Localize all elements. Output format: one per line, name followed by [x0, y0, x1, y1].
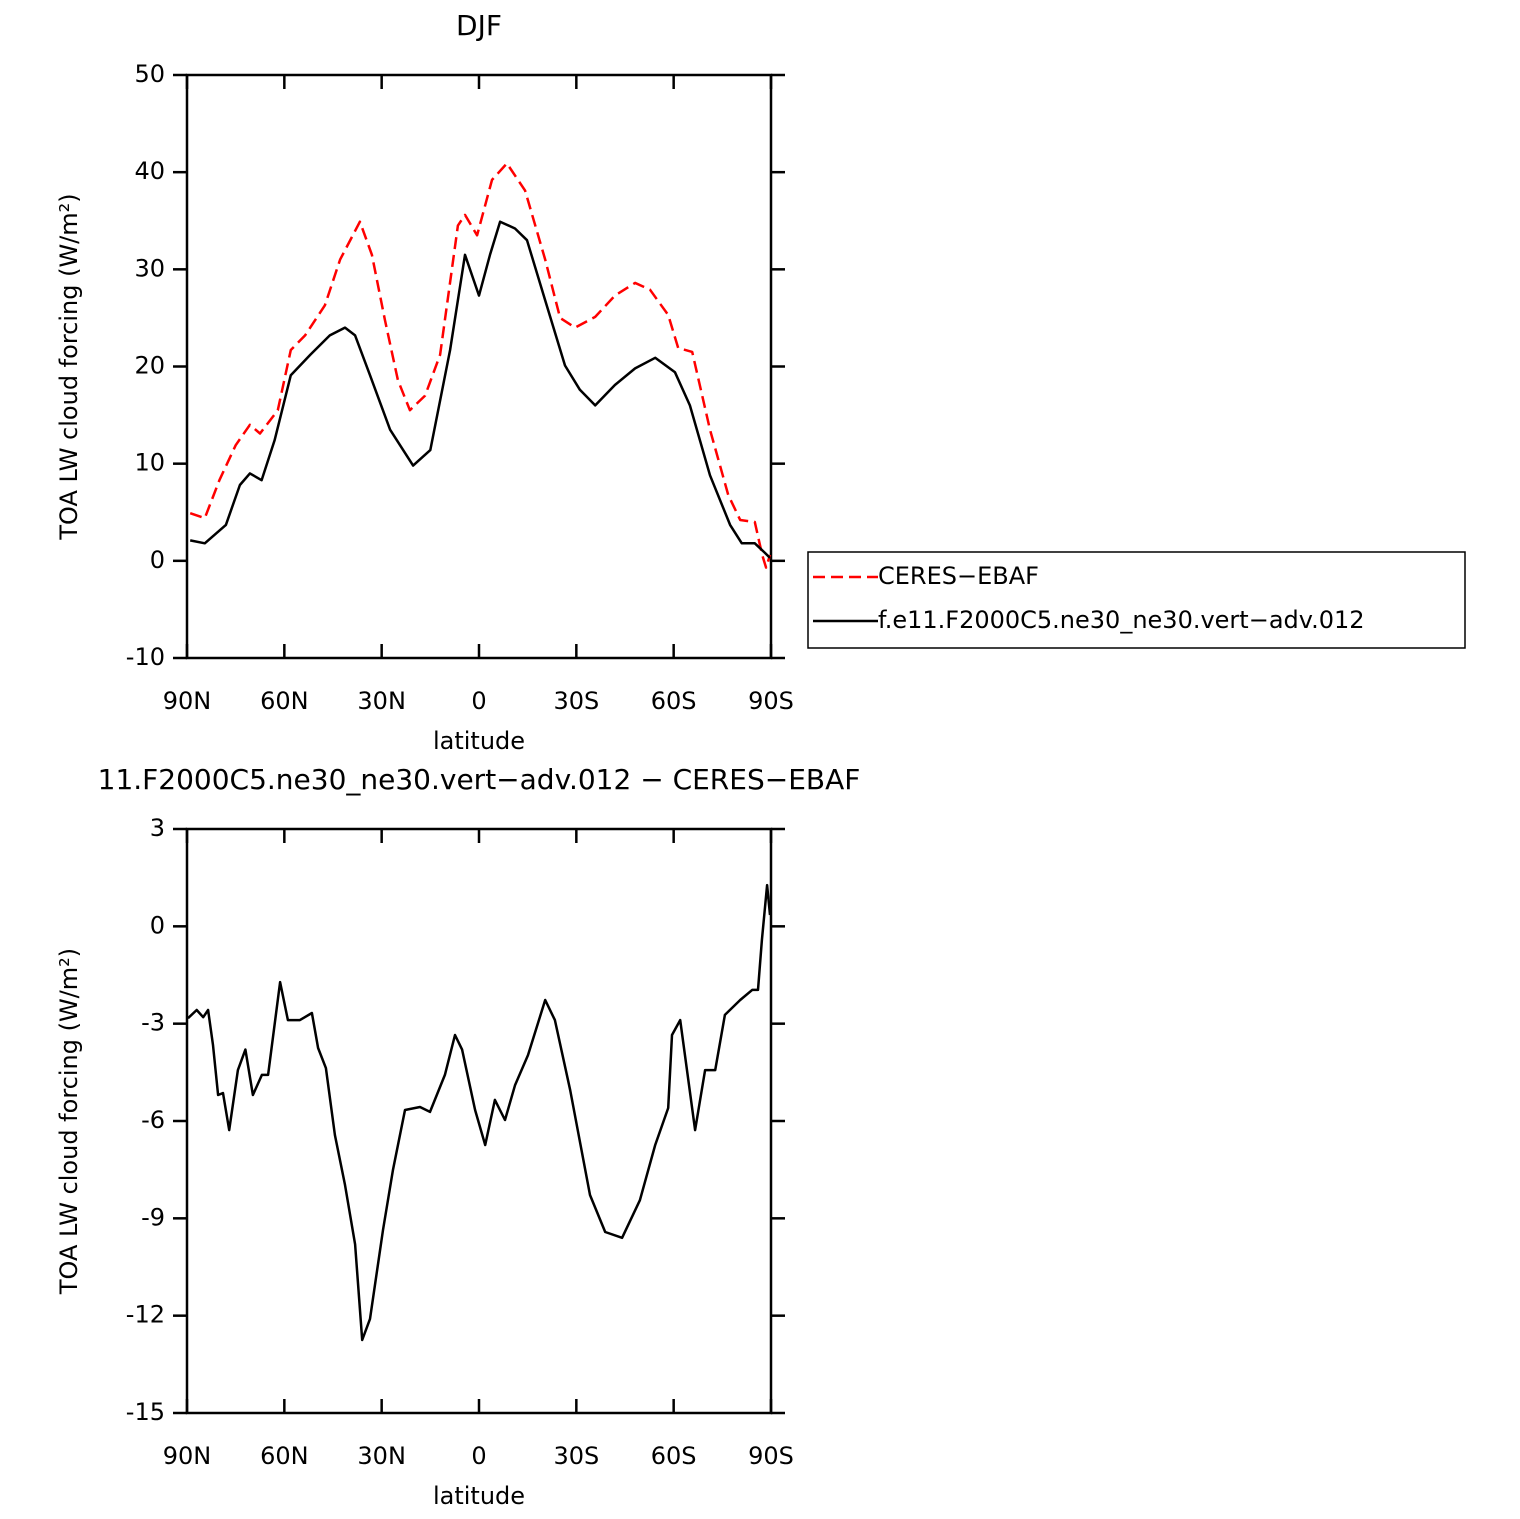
y-axis-label: TOA LW cloud forcing (W/m²) [55, 948, 83, 1295]
y-tick-label: -3 [141, 1009, 165, 1037]
y-tick-label: 30 [134, 254, 165, 282]
y-tick-label: -6 [141, 1106, 165, 1134]
x-tick-label: 90S [748, 687, 794, 715]
x-tick-label: 30S [553, 687, 599, 715]
y-tick-label: 0 [150, 546, 165, 574]
x-tick-label: 90N [163, 687, 212, 715]
x-tick-label: 0 [471, 687, 486, 715]
x-axis-label: latitude [433, 1482, 525, 1510]
data-line [187, 883, 772, 1342]
x-tick-label: 60S [651, 687, 697, 715]
x-tick-label: 0 [471, 1442, 486, 1470]
y-tick-label: 10 [134, 449, 165, 477]
x-tick-label: 90S [748, 1442, 794, 1470]
chart-title: 11.F2000C5.ne30_ne30.vert−adv.012 − CERE… [98, 763, 861, 796]
x-tick-label: 30S [553, 1442, 599, 1470]
x-tick-label: 60N [260, 1442, 309, 1470]
legend-label: f.e11.F2000C5.ne30_ne30.vert−adv.012 [878, 606, 1365, 634]
x-tick-label: 60S [651, 1442, 697, 1470]
legend-box [807, 551, 1466, 649]
y-tick-label: -10 [126, 643, 165, 671]
y-tick-label: 40 [134, 157, 165, 185]
data-line [189, 220, 771, 559]
y-tick-label: -12 [126, 1301, 165, 1329]
x-tick-label: 90N [163, 1442, 212, 1470]
data-line [189, 162, 772, 569]
x-axis-label: latitude [433, 727, 525, 755]
y-tick-label: 0 [150, 911, 165, 939]
y-tick-label: 50 [134, 60, 165, 88]
legend-label: CERES−EBAF [878, 562, 1039, 590]
y-axis-label: TOA LW cloud forcing (W/m²) [55, 193, 83, 540]
y-tick-label: -9 [141, 1203, 165, 1231]
y-tick-label: 3 [150, 814, 165, 842]
y-tick-label: -15 [126, 1398, 165, 1426]
x-tick-label: 30N [357, 687, 406, 715]
plot-frame [185, 73, 773, 660]
x-tick-label: 60N [260, 687, 309, 715]
chart-title: DJF [456, 9, 502, 42]
x-tick-label: 30N [357, 1442, 406, 1470]
y-tick-label: 20 [134, 352, 165, 380]
